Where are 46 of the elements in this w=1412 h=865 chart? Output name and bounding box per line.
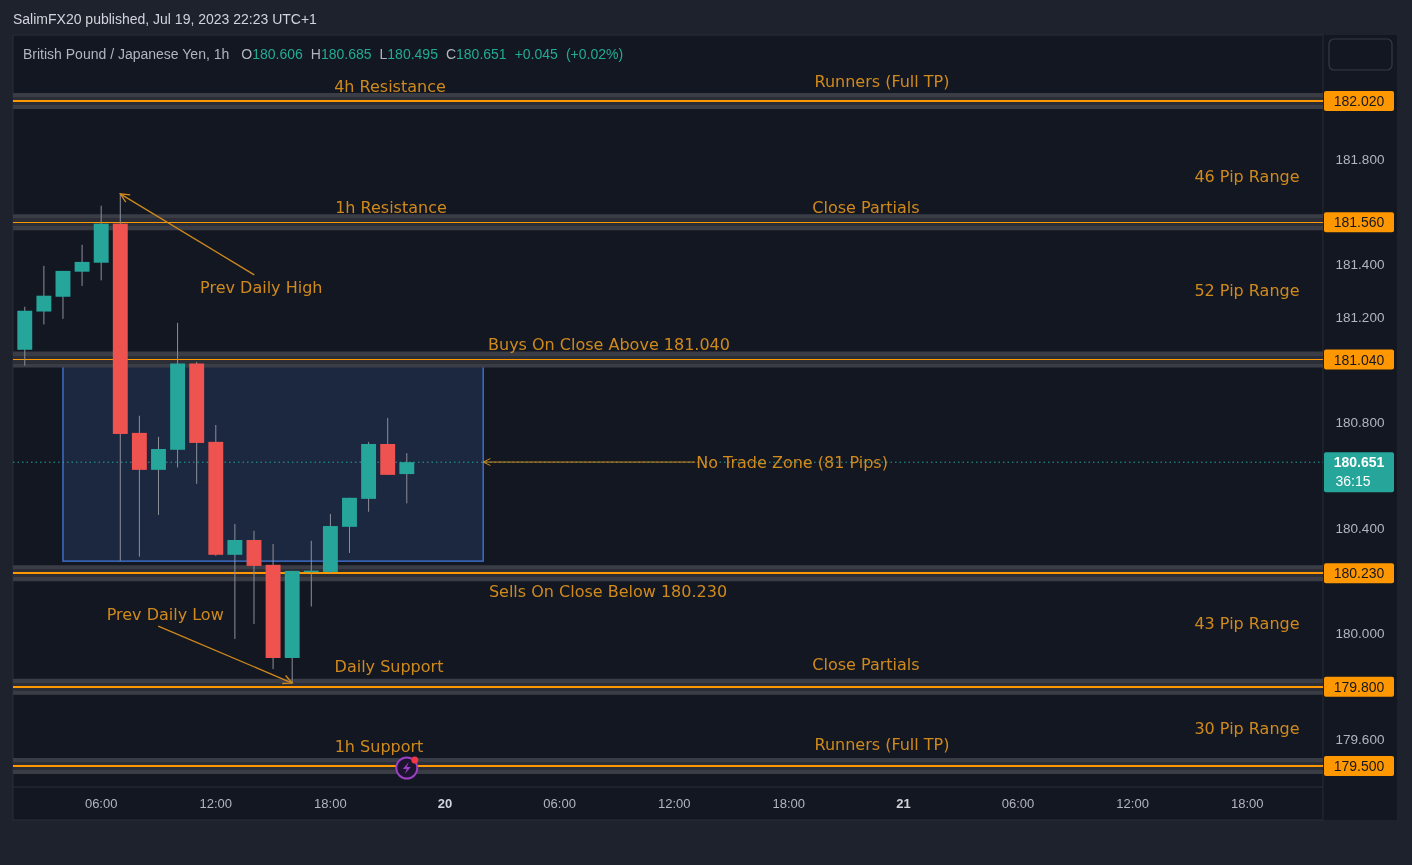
annotation: 46 Pip Range	[1194, 166, 1300, 186]
y-tick-label: 181.200	[1335, 309, 1385, 325]
y-tick-label: 179.600	[1335, 732, 1385, 748]
x-tick-label: 12:00	[657, 795, 691, 811]
annotation: Close Partials	[812, 654, 920, 674]
annotation: Prev Daily High	[200, 278, 323, 298]
annotation: Runners (Full TP)	[814, 734, 950, 754]
text: 36:15	[1335, 473, 1371, 489]
band-label: No Trade Zone (81 Pips)	[696, 452, 888, 472]
x-tick-label: 18:00	[314, 795, 347, 811]
annotation: 1h Support	[334, 736, 424, 756]
text: O180.606 H180.685 L180.495 C180.651 +0.045 (+0.02%)	[241, 46, 624, 62]
annotation: 43 Pip Range	[1194, 613, 1300, 633]
x-tick-label: 18:00	[772, 795, 806, 811]
ref-line-label: 182.020	[1333, 92, 1385, 109]
annotation: Daily Support	[334, 656, 444, 676]
x-tick-label: 12:00	[199, 795, 233, 811]
ref-line-label: 180.230	[1333, 565, 1385, 582]
ref-line-label: 181.040	[1333, 351, 1385, 368]
text: British Pound / Japanese Yen, 1h	[23, 46, 230, 62]
annotation: 30 Pip Range	[1194, 718, 1300, 738]
annotation: 4h Resistance	[334, 76, 446, 96]
y-tick-label: 180.000	[1335, 626, 1385, 642]
y-tick-label: 180.400	[1335, 520, 1385, 536]
x-tick-label: 21	[896, 795, 911, 811]
ref-line-label: 179.500	[1333, 757, 1385, 774]
x-tick-label: 06:00	[543, 795, 576, 811]
y-tick-label: 181.800	[1335, 151, 1385, 167]
y-tick-label: 180.800	[1335, 415, 1385, 431]
ref-line-label: 180.651	[1333, 454, 1385, 471]
annotation: 1h Resistance	[335, 197, 447, 217]
text: SalimFX20 published, Jul 19, 2023 22:23 UTC+1	[13, 11, 318, 27]
annotation: Sells On Close Below 180.230	[488, 581, 728, 601]
annotation: Close Partials	[812, 197, 920, 217]
annotation: Buys On Close Above 181.040	[488, 334, 730, 354]
y-tick-label: 181.400	[1335, 257, 1385, 273]
ref-line-label: 181.560	[1333, 214, 1385, 231]
annotation: Runners (Full TP)	[814, 71, 950, 91]
x-tick-label: 18:00	[1230, 795, 1264, 811]
x-tick-label: 06:00	[1001, 795, 1035, 811]
x-tick-label: 20	[437, 795, 453, 811]
ref-line-label: 179.800	[1333, 678, 1385, 695]
annotation: 52 Pip Range	[1194, 280, 1300, 300]
x-tick-label: 12:00	[1116, 795, 1149, 811]
x-tick-label: 06:00	[84, 795, 118, 811]
annotation: Prev Daily Low	[106, 604, 224, 624]
